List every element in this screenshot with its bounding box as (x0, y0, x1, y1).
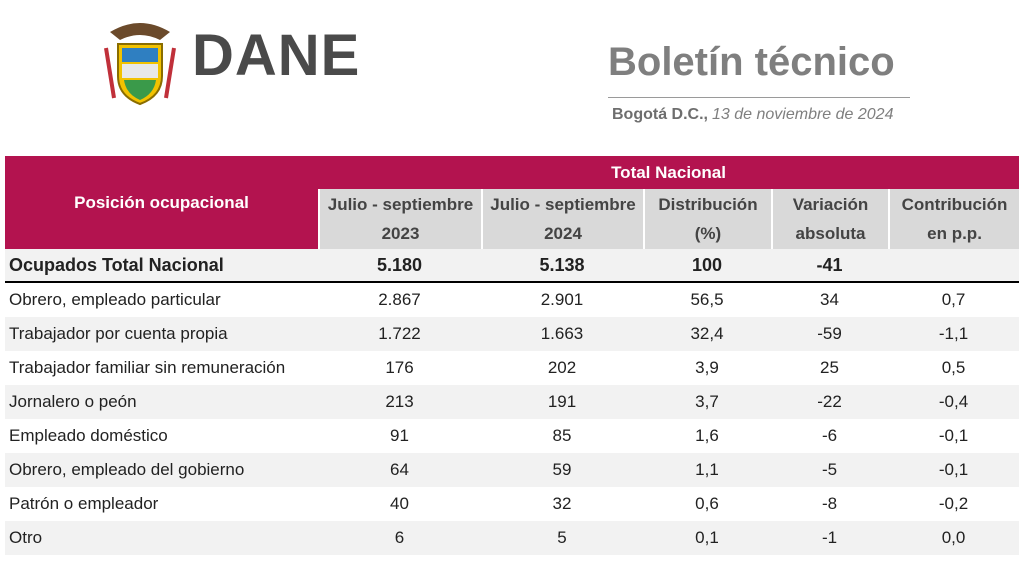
title: Boletín técnico (608, 40, 895, 84)
cell: -5 (771, 453, 888, 487)
cell: Empleado doméstico (9, 426, 168, 445)
row: Trabajador familiar sin remuneración 176 2… (5, 351, 1019, 385)
column-header-line: en p.p. (927, 224, 982, 243)
cell: 5 (481, 521, 643, 555)
cell: 40 (390, 494, 409, 513)
cell: Obrero, empleado particular (9, 290, 221, 309)
column-header-line: 2023 (381, 224, 420, 243)
column-header-line: Distribución (658, 195, 758, 214)
row: Patrón o empleador 40 32 0,6 -8 -0,2 (5, 487, 1019, 521)
row: Obrero, empleado particular 2.867 2.901 56,… (5, 283, 1019, 317)
cell: -0,1 (888, 453, 1020, 487)
cell: Ocupados Total Nacional (5, 249, 318, 283)
cell: 85 (552, 426, 572, 445)
cell: 32 (552, 494, 572, 513)
cell: 64 (318, 453, 481, 487)
cell: Trabajador familiar sin remuneración (9, 358, 286, 377)
cell: 213 (318, 385, 481, 419)
cell: -59 (771, 317, 888, 351)
cell: 5.138 (481, 249, 643, 283)
cell: 34 (820, 290, 839, 309)
cell: 0,7 (941, 290, 966, 309)
cell: -41 (771, 249, 888, 283)
row: Obrero, empleado del gobierno 64 59 1,1 -5 -0… (5, 453, 1020, 487)
cell: 59 (481, 453, 643, 487)
cell: Patrón o empleador (9, 494, 159, 513)
cell: 91 (390, 426, 409, 445)
column-header-line: Contribución (901, 195, 1008, 214)
group-header: Total Nacional (318, 156, 1020, 189)
cell: 1,1 (643, 453, 771, 487)
cell: 3,9 (695, 358, 719, 377)
cell: Otro (5, 521, 318, 555)
row: Otro 6 5 0,1 -1 0,0 (5, 521, 1020, 555)
cell: -1 (771, 521, 888, 555)
column-header: Variación absoluta (771, 189, 888, 249)
cell: 100 (643, 249, 771, 283)
row: Trabajador por cuenta propia 1.722 1.663 32… (5, 317, 1020, 351)
date: 13 de noviembre de 2024 (712, 106, 894, 123)
column-header-line: (%) (694, 224, 722, 243)
dateline: Bogotá D.C., 13 de noviembre de 2024 (612, 106, 893, 124)
cell: 25 (820, 358, 839, 377)
cell: -0,1 (938, 426, 969, 445)
cell: 176 (385, 358, 414, 377)
cell: 5.180 (318, 249, 481, 283)
cell: 2.867 (378, 290, 421, 309)
logo-text: DANE (192, 23, 361, 88)
cell: 56,5 (690, 290, 724, 309)
cell: 6 (318, 521, 481, 555)
column-header: Julio - septiembre 2023 (318, 189, 481, 249)
cell: -22 (771, 385, 888, 419)
cell: 1,6 (695, 426, 719, 445)
cell: -6 (821, 426, 838, 445)
column-header-line: absoluta (795, 224, 866, 243)
cell-empty (888, 249, 1020, 283)
cell: 0,0 (888, 521, 1020, 555)
cell: 0,1 (643, 521, 771, 555)
cell: 0,6 (695, 494, 719, 513)
cell: 32,4 (643, 317, 771, 351)
cell: 0,5 (941, 358, 966, 377)
rule (608, 97, 910, 98)
cell: 2.901 (540, 290, 584, 309)
cell: -0,4 (888, 385, 1020, 419)
cell: Obrero, empleado del gobierno (5, 453, 318, 487)
column-header-line: 2024 (544, 224, 582, 243)
column-header-line: Julio - septiembre (490, 195, 636, 214)
logo-emblem (104, 23, 176, 106)
location: Bogotá D.C., (612, 106, 708, 123)
column-header: Contribución en p.p. (888, 189, 1020, 249)
cell: 191 (481, 385, 643, 419)
column-header: Julio - septiembre 2024 (481, 189, 643, 249)
row: Jornalero o peón 213 191 3,7 -22 -0,4 (5, 385, 1020, 419)
column-header: Distribución (%) (643, 189, 771, 249)
data-table: Posición ocupacional Total Nacional Juli… (5, 156, 1020, 555)
cell: 202 (547, 358, 577, 377)
cell: -0,2 (938, 494, 969, 513)
cell: 3,7 (643, 385, 771, 419)
total-row: Ocupados Total Nacional 5.180 5.138 100 -41 (5, 249, 1020, 283)
cell: 1.722 (318, 317, 481, 351)
column-header-line: Variación (792, 195, 869, 214)
row: Empleado doméstico 91 85 1,6 -6 -0,1 (5, 419, 1019, 453)
cell: -8 (821, 494, 838, 513)
cell: Jornalero o peón (5, 385, 318, 419)
row-header: Posición ocupacional (5, 156, 318, 249)
cell: 1.663 (481, 317, 643, 351)
cell: Trabajador por cuenta propia (5, 317, 318, 351)
cell: -1,1 (888, 317, 1020, 351)
column-header-line: Julio - septiembre (327, 195, 474, 214)
